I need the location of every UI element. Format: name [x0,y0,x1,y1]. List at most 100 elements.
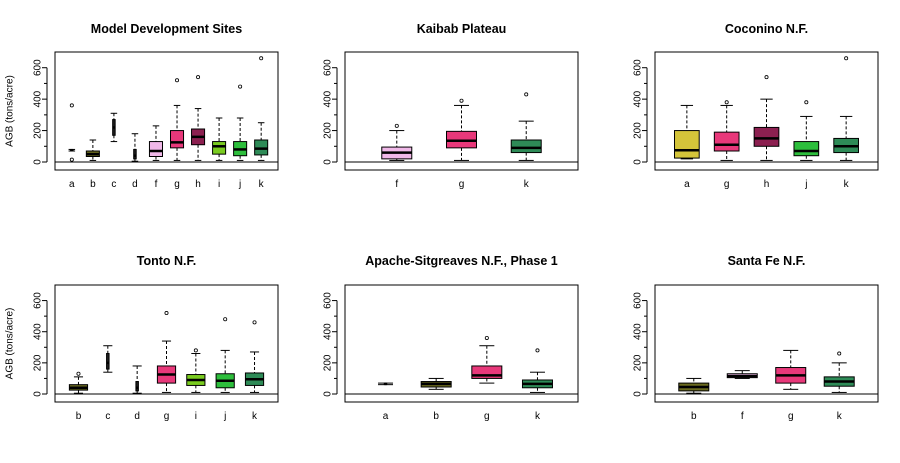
x-tick-label: h [764,179,770,190]
outlier-point [238,84,243,89]
iqr-box [713,131,740,152]
outlier-point [459,98,464,103]
y-tick-label: 600 [633,59,644,76]
x-tick-label: f [155,179,158,190]
y-tick-label: 600 [33,59,44,76]
y-axis-label: AGB (tons/acre) [5,308,16,380]
outlier-point [69,103,74,108]
box-d: d [131,133,139,190]
x-tick-label: k [844,179,850,190]
y-tick-label: 600 [33,292,44,309]
x-tick-label: a [383,411,389,422]
y-tick-label: 0 [323,391,334,397]
x-tick-label: g [164,411,170,422]
y-tick-label: 0 [33,391,44,397]
outlier-point [223,317,228,322]
box-b: b [678,377,710,422]
y-tick-label: 400 [323,323,334,340]
box-g: g [446,98,477,190]
box-b: b [85,139,100,190]
iqr-box [793,141,820,157]
panel-title: Apache-Sitgreaves N.F., Phase 1 [365,254,557,268]
x-tick-label: f [741,411,744,422]
outlier-point [524,92,529,97]
x-tick-label: a [69,179,75,190]
box-k: k [244,320,265,422]
box-c: c [110,112,118,190]
plot-frame [54,51,279,171]
iqr-box [674,130,700,159]
box-k: k [254,56,269,190]
y-tick-label: 400 [633,323,644,340]
outlier-point [837,351,842,356]
x-tick-label: d [132,179,138,190]
outlier-point [196,75,201,80]
x-tick-label: g [724,179,730,190]
box-f: f [726,370,758,422]
panel-6: Santa Fe N.F. 0 200 400 600 b f g k [633,254,879,422]
y-tick-label: 600 [323,59,334,76]
x-tick-label: b [691,411,697,422]
x-tick-label: a [684,179,690,190]
box-j: j [793,100,820,190]
x-tick-label: j [223,411,226,422]
panel-title: Tonto N.F. [137,254,196,268]
y-axis-label: AGB (tons/acre) [5,75,16,147]
box-g: g [713,100,740,190]
plot-frame [654,284,879,403]
panel-title: Santa Fe N.F. [728,254,806,268]
box-g: g [775,349,807,422]
outlier-point [844,56,849,61]
y-tick-label: 600 [323,292,334,309]
x-tick-label: g [174,179,180,190]
box-a: a [378,382,394,422]
outlier-point [193,348,198,353]
y-tick-label: 0 [633,159,644,165]
plot-frame [344,284,579,403]
panel-title: Coconino N.F. [725,22,808,36]
box-g: g [471,335,503,422]
x-tick-label: b [90,179,96,190]
box-a: a [68,103,76,190]
y-tick-label: 0 [323,159,334,165]
y-tick-label: 0 [633,391,644,397]
x-tick-label: k [535,411,541,422]
y-tick-label: 200 [633,122,644,139]
y-tick-label: 200 [33,354,44,371]
outlier-point [764,75,769,80]
outlier-point [69,157,74,162]
iqr-box [169,130,185,149]
iqr-box [106,353,110,370]
iqr-box [135,381,139,392]
x-tick-label: k [524,179,530,190]
outlier-point [76,371,81,376]
box-h: h [753,75,780,190]
box-j: j [233,84,248,190]
outlier-point [175,78,180,83]
x-tick-label: i [195,411,197,422]
x-tick-label: g [484,411,490,422]
x-tick-label: i [218,179,220,190]
box-k: k [521,348,553,422]
box-k: k [833,56,859,190]
iqr-box [212,141,227,155]
x-tick-label: k [259,179,265,190]
panel-title: Model Development Sites [91,22,242,36]
x-tick-label: j [804,179,807,190]
iqr-box [133,148,137,160]
y-tick-label: 400 [323,90,334,107]
x-tick-label: k [252,411,258,422]
outlier-point [164,311,169,316]
panel-title: Kaibab Plateau [417,22,507,36]
box-j: j [215,317,235,422]
outlier-point [252,320,257,325]
x-tick-label: b [76,411,82,422]
x-tick-label: d [134,411,140,422]
iqr-box [148,141,164,157]
box-i: i [212,117,227,190]
y-tick-label: 600 [633,292,644,309]
box-a: a [674,104,700,190]
outlier-point [724,100,729,105]
box-k: k [823,351,855,422]
